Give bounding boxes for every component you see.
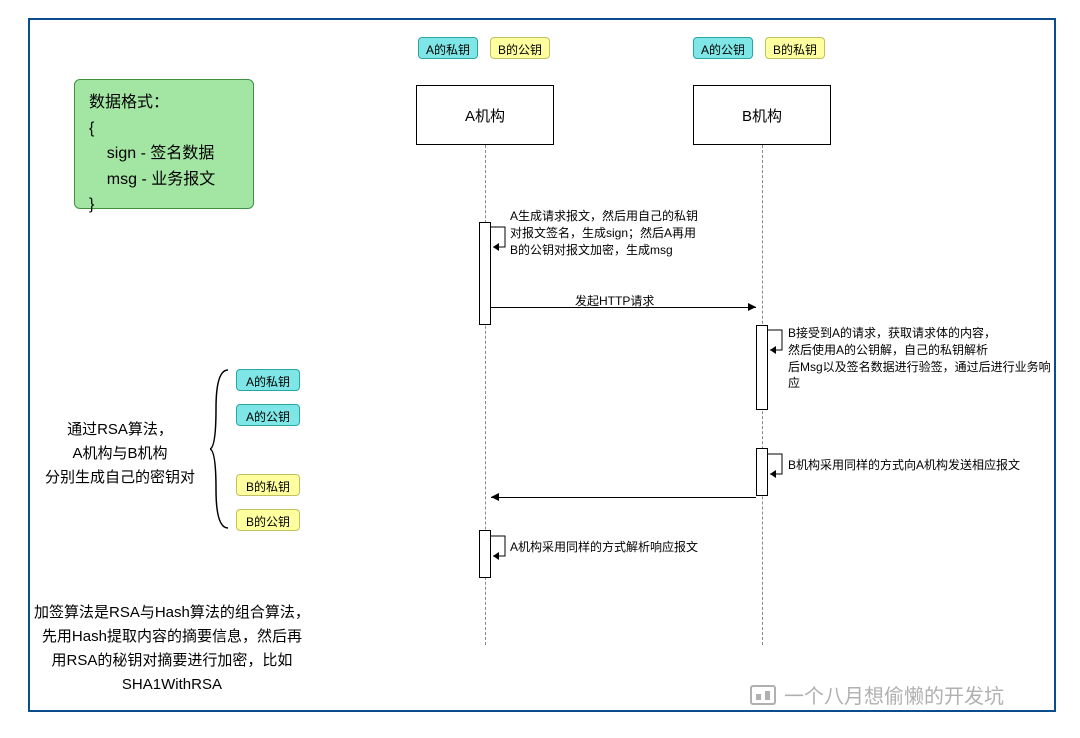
tag-b_pub: B的公钥 <box>490 37 550 59</box>
key-tag-2: B的私钥 <box>236 474 300 496</box>
self-call-text-2: B机构采用同样的方式向A机构发送相应报文 <box>788 457 1020 474</box>
self-call-text-1: B接受到A的请求，获取请求体的内容，然后使用A的公钥解，自己的私钥解析后Msg以… <box>788 325 1051 392</box>
self-call-3 <box>491 534 511 571</box>
key-tag-3: B的公钥 <box>236 509 300 531</box>
key-tag-1: A的公钥 <box>236 404 300 426</box>
activation-1 <box>756 325 768 410</box>
tag-a_priv: A的私钥 <box>418 37 478 59</box>
algo-text: 加签算法是RSA与Hash算法的组合算法，先用Hash提取内容的摘要信息，然后再… <box>34 601 310 697</box>
object-a: A机构 <box>416 85 554 145</box>
message-line-1 <box>491 497 756 498</box>
tag-b_priv: B的私钥 <box>765 37 825 59</box>
key-tag-0: A的私钥 <box>236 369 300 391</box>
self-call-text-0: A生成请求报文，然后用自己的私钥对报文签名，生成sign；然后A再用B的公钥对报… <box>510 208 698 258</box>
self-call-1 <box>768 328 788 365</box>
object-a-label: A机构 <box>465 105 505 126</box>
brace <box>210 368 230 535</box>
object-b: B机构 <box>693 85 831 145</box>
self-call-0 <box>491 225 511 262</box>
watermark: 一个八月想偷懒的开发坑 <box>750 680 1004 709</box>
tag-a_pub: A的公钥 <box>693 37 753 59</box>
self-call-2 <box>768 452 788 489</box>
activation-2 <box>756 448 768 496</box>
message-label-0: 发起HTTP请求 <box>575 293 654 310</box>
watermark-text: 一个八月想偷懒的开发坑 <box>784 680 1004 709</box>
message-arrow-1 <box>491 493 499 501</box>
rsa-text: 通过RSA算法，A机构与B机构分别生成自己的密钥对 <box>45 418 195 490</box>
data-format-box: 数据格式：{ sign - 签名数据 msg - 业务报文} <box>74 79 254 209</box>
activation-0 <box>479 222 491 325</box>
self-call-text-3: A机构采用同样的方式解析响应报文 <box>510 539 698 556</box>
watermark-icon <box>750 685 776 705</box>
object-b-label: B机构 <box>742 105 782 126</box>
message-arrow-0 <box>748 303 756 311</box>
activation-3 <box>479 530 491 578</box>
